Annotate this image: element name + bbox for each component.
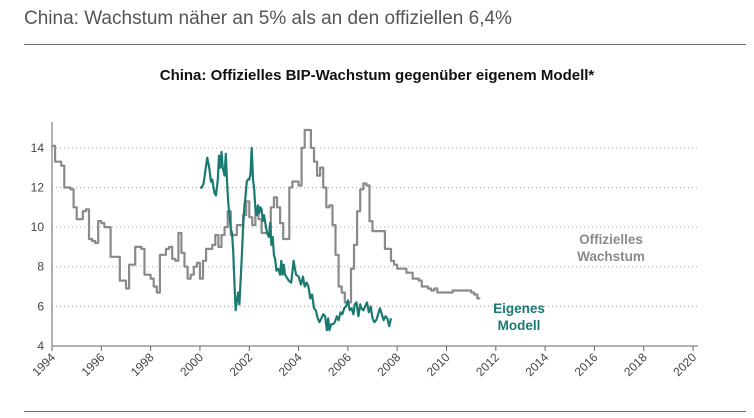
x-tick-label-2008: 2008 [375,350,404,379]
annotation-official-line-1: Offizielles [579,232,643,247]
x-tick-label-2014: 2014 [522,350,551,379]
y-tick-label-10: 10 [31,220,45,234]
chart-title: China: Offizielles BIP-Wachstum gegenübe… [159,67,595,84]
x-tick-label-2018: 2018 [621,350,650,379]
bottom-divider [24,411,746,412]
x-tick-label-1996: 1996 [79,350,108,379]
series-official-line [52,128,481,304]
series-model-line [199,146,393,332]
x-tick-label-2002: 2002 [227,350,256,379]
y-tick-label-8: 8 [37,260,44,274]
annotation-model-line-1: Eigenes [493,301,545,316]
x-tick-label-2006: 2006 [325,350,354,379]
x-tick-label-2016: 2016 [572,350,601,379]
annotation-official-line-2: Wachstum [577,249,645,264]
x-tick-label-1994: 1994 [29,350,58,379]
y-tick-label-6: 6 [37,299,44,313]
x-tick-label-1998: 1998 [128,350,157,379]
x-tick-label-2000: 2000 [177,350,206,379]
x-tick-label-2012: 2012 [473,350,502,379]
top-divider [24,44,746,45]
x-tick-label-2004: 2004 [276,350,305,379]
x-tick-label-2020: 2020 [670,350,699,379]
y-tick-label-12: 12 [31,180,45,194]
annotation-model-line-2: Modell [498,318,541,333]
y-tick-label-4: 4 [37,339,44,353]
page-headline: China: Wachstum näher an 5% als an den o… [24,8,512,29]
y-tick-label-14: 14 [31,141,45,155]
x-tick-label-2010: 2010 [424,350,453,379]
